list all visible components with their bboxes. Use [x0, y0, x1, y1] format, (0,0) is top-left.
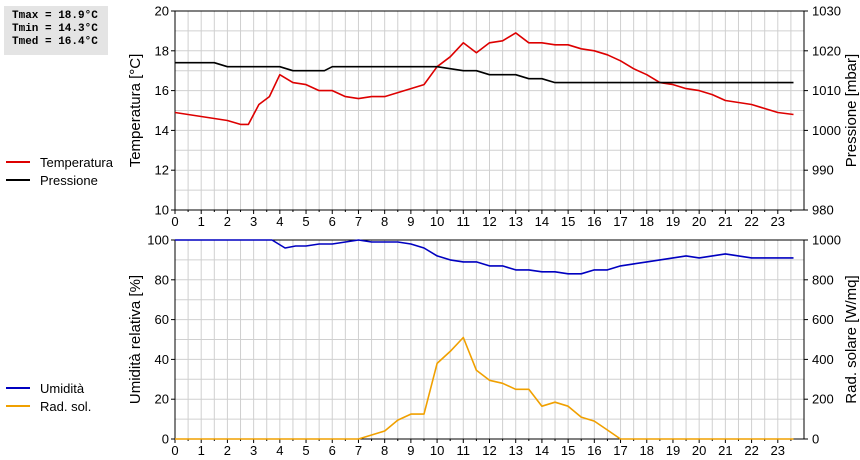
legend-swatch-humidity — [6, 387, 30, 389]
bottom-x-tick-label-12: 12 — [482, 443, 496, 458]
bottom-series-umidit-line — [175, 239, 794, 275]
legend-swatch-temperature — [6, 161, 30, 163]
bottom-y-axis-label: Umidità relativa [%] — [127, 275, 144, 404]
bottom-x-tick-label-4: 4 — [276, 443, 283, 458]
bottom-x-tick-label-11: 11 — [457, 443, 471, 458]
bottom-x-tick-label-18: 18 — [640, 443, 654, 458]
top-y-tick-label-14: 14 — [155, 123, 169, 138]
bottom-x-tick-label-19: 19 — [666, 443, 680, 458]
bottom-x-tick-label-6: 6 — [329, 443, 336, 458]
legend-label-humidity: Umidità — [40, 380, 85, 396]
legend-label-pressure: Pressione — [40, 172, 98, 188]
bottom-legend: Umidità Rad. sol. — [6, 379, 91, 415]
bottom-x-tick-label-10: 10 — [430, 443, 444, 458]
tmin-value: Tmin = 14.3°C — [12, 23, 98, 35]
legend-entry-temperature: Temperatura — [6, 153, 113, 171]
bottom-x-tick-label-13: 13 — [508, 443, 522, 458]
top-x-tick-label-8: 8 — [381, 214, 388, 229]
top-series-pressione-line — [175, 61, 794, 84]
bottom-x-tick-label-23: 23 — [771, 443, 785, 458]
top-x-tick-label-21: 21 — [718, 214, 732, 229]
top-x-tick-label-13: 13 — [508, 214, 522, 229]
bottom-x-tick-label-7: 7 — [355, 443, 362, 458]
bottom-y-tick-label-20: 20 — [155, 392, 169, 407]
top-x-tick-label-9: 9 — [407, 214, 414, 229]
bottom-series-rad-sol-line — [175, 336, 794, 440]
bottom-y2-tick-label-1000: 1000 — [812, 233, 841, 248]
top-x-tick-label-5: 5 — [302, 214, 309, 229]
top-x-tick-label-11: 11 — [457, 214, 471, 229]
top-legend: Temperatura Pressione — [6, 153, 113, 189]
top-x-tick-label-3: 3 — [250, 214, 257, 229]
top-y-tick-label-20: 20 — [155, 4, 169, 19]
top-x-tick-label-10: 10 — [430, 214, 444, 229]
top-x-tick-label-6: 6 — [329, 214, 336, 229]
top-x-tick-label-17: 17 — [613, 214, 627, 229]
top-y-tick-label-10: 10 — [155, 203, 169, 218]
legend-entry-humidity: Umidità — [6, 379, 91, 397]
top-y2-tick-label-1030: 1030 — [812, 4, 841, 19]
top-x-tick-label-2: 2 — [224, 214, 231, 229]
top-y2-axis-label: Pressione [mbar] — [843, 54, 860, 167]
bottom-y2-tick-label-400: 400 — [812, 352, 834, 367]
top-y-tick-label-16: 16 — [155, 83, 169, 98]
bottom-x-tick-label-0: 0 — [171, 443, 178, 458]
bottom-x-tick-label-9: 9 — [407, 443, 414, 458]
top-series-temperatura-line — [174, 32, 794, 126]
legend-entry-pressure: Pressione — [6, 171, 113, 189]
bottom-x-tick-label-17: 17 — [613, 443, 627, 458]
bottom-x-tick-label-20: 20 — [692, 443, 706, 458]
bottom-x-tick-label-21: 21 — [718, 443, 732, 458]
top-y-tick-label-18: 18 — [155, 43, 169, 58]
top-x-tick-label-12: 12 — [482, 214, 496, 229]
bottom-x-tick-label-14: 14 — [535, 443, 549, 458]
top-x-tick-label-14: 14 — [535, 214, 549, 229]
bottom-y-tick-label-100: 100 — [147, 233, 169, 248]
bottom-y-tick-label-0: 0 — [162, 432, 169, 447]
top-y2-tick-label-1000: 1000 — [812, 123, 841, 138]
bottom-y2-tick-label-800: 800 — [812, 272, 834, 287]
bottom-x-tick-label-1: 1 — [198, 443, 205, 458]
top-x-tick-label-18: 18 — [640, 214, 654, 229]
top-y-axis-label: Temperatura [°C] — [127, 54, 144, 168]
top-x-tick-label-7: 7 — [355, 214, 362, 229]
bottom-x-tick-label-8: 8 — [381, 443, 388, 458]
legend-entry-solar: Rad. sol. — [6, 397, 91, 415]
top-x-tick-label-20: 20 — [692, 214, 706, 229]
bottom-y2-axis-label: Rad. solare [W/mq] — [843, 275, 860, 403]
top-x-tick-label-19: 19 — [666, 214, 680, 229]
bottom-x-tick-label-15: 15 — [561, 443, 575, 458]
legend-swatch-solar — [6, 405, 30, 407]
bottom-y-tick-label-40: 40 — [155, 352, 169, 367]
bottom-x-tick-label-16: 16 — [587, 443, 601, 458]
bottom-x-tick-label-5: 5 — [302, 443, 309, 458]
top-x-tick-label-23: 23 — [771, 214, 785, 229]
bottom-x-tick-label-3: 3 — [250, 443, 257, 458]
legend-label-temperature: Temperatura — [40, 154, 113, 170]
bottom-y-tick-label-60: 60 — [155, 312, 169, 327]
top-x-tick-label-0: 0 — [171, 214, 178, 229]
legend-label-solar: Rad. sol. — [40, 398, 92, 414]
top-x-tick-label-16: 16 — [587, 214, 601, 229]
bottom-y2-tick-label-200: 200 — [812, 392, 834, 407]
top-y2-tick-label-1020: 1020 — [812, 43, 841, 58]
legend-swatch-pressure — [6, 179, 30, 181]
top-y-tick-label-12: 12 — [155, 163, 169, 178]
tmed-value: Tmed = 16.4°C — [12, 36, 98, 48]
top-x-tick-label-4: 4 — [276, 214, 283, 229]
top-y2-tick-label-990: 990 — [812, 163, 834, 178]
top-x-tick-label-15: 15 — [561, 214, 575, 229]
bottom-y2-tick-label-0: 0 — [812, 432, 819, 447]
top-x-tick-label-1: 1 — [198, 214, 205, 229]
stats-box: Tmax = 18.9°C Tmin = 14.3°C Tmed = 16.4°… — [4, 6, 108, 55]
bottom-y2-tick-label-600: 600 — [812, 312, 834, 327]
bottom-x-tick-label-2: 2 — [224, 443, 231, 458]
tmax-value: Tmax = 18.9°C — [12, 10, 98, 22]
top-x-tick-label-22: 22 — [744, 214, 758, 229]
bottom-y-tick-label-80: 80 — [155, 272, 169, 287]
bottom-x-tick-label-22: 22 — [744, 443, 758, 458]
top-y2-tick-label-1010: 1010 — [812, 83, 841, 98]
top-y2-tick-label-980: 980 — [812, 203, 834, 218]
